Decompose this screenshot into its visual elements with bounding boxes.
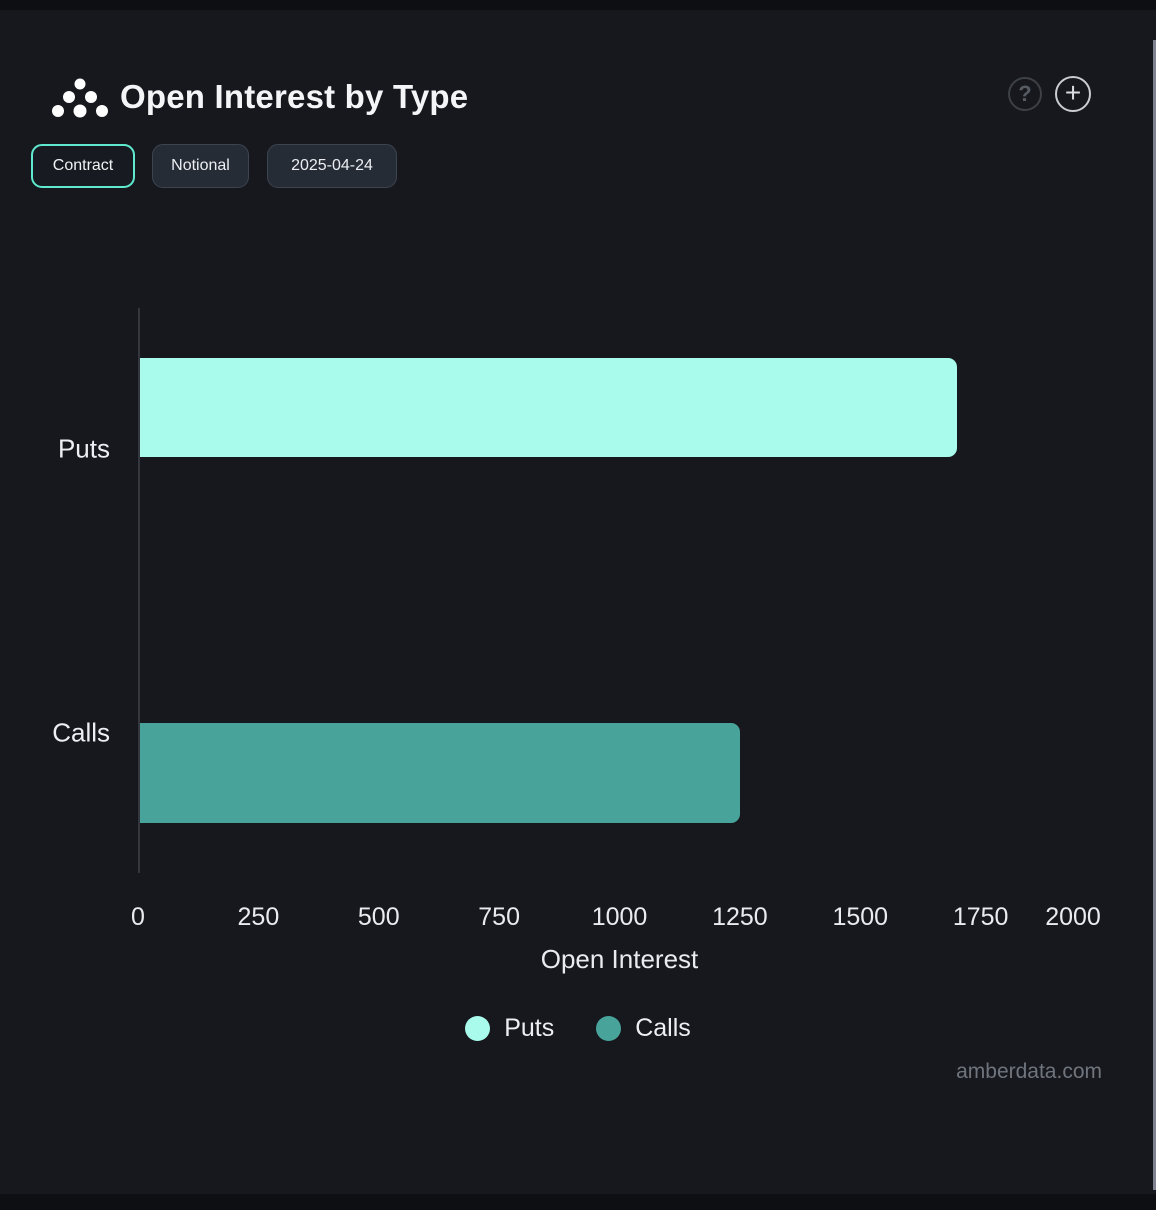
toggle-contract-button[interactable]: Contract [31, 144, 135, 188]
legend-dot-icon [596, 1016, 622, 1041]
x-axis-tick-label: 250 [237, 903, 280, 931]
date-selector-button[interactable]: 2025-04-24 [267, 144, 397, 188]
toggle-notional-button[interactable]: Notional [152, 144, 249, 188]
vertical-scrollbar[interactable] [1153, 40, 1156, 1190]
x-axis-tick-label: 1000 [591, 903, 648, 931]
question-mark-glyph: ? [1018, 81, 1032, 106]
y-axis-line [138, 308, 140, 873]
chart-legend: Puts Calls [0, 1014, 1156, 1043]
x-axis-tick-label: 1750 [952, 903, 1009, 931]
legend-label: Calls [635, 1014, 691, 1042]
add-icon[interactable]: + [1055, 76, 1091, 112]
page-bottom-edge [0, 1194, 1156, 1210]
legend-item-calls[interactable]: Calls [596, 1014, 691, 1043]
legend-label: Puts [504, 1014, 555, 1042]
legend-item-puts[interactable]: Puts [465, 1014, 554, 1043]
amberdata-logo-icon [52, 78, 108, 118]
y-axis-category-label-puts: Puts [57, 433, 110, 464]
x-axis-title: Open Interest [540, 944, 699, 974]
x-axis-tick-label: 500 [357, 903, 400, 931]
x-axis-tick-label: 1500 [832, 903, 889, 931]
bar-calls [140, 723, 740, 823]
x-axis-tick-label: 750 [478, 903, 520, 931]
page-title: Open Interest by Type [120, 78, 469, 115]
y-axis-category-label-calls: Calls [52, 717, 110, 748]
x-axis-tick-label: 1250 [712, 903, 768, 931]
plus-glyph: + [1064, 76, 1082, 108]
x-axis-tick-label: 2000 [1045, 903, 1101, 931]
page-top-edge [0, 0, 1156, 10]
bar-puts [140, 358, 957, 457]
legend-dot-icon [465, 1016, 491, 1041]
x-axis-tick-label: 0 [131, 903, 145, 931]
amberdata-watermark: amberdata.com [956, 1060, 1102, 1083]
help-icon[interactable]: ? [1008, 77, 1042, 111]
